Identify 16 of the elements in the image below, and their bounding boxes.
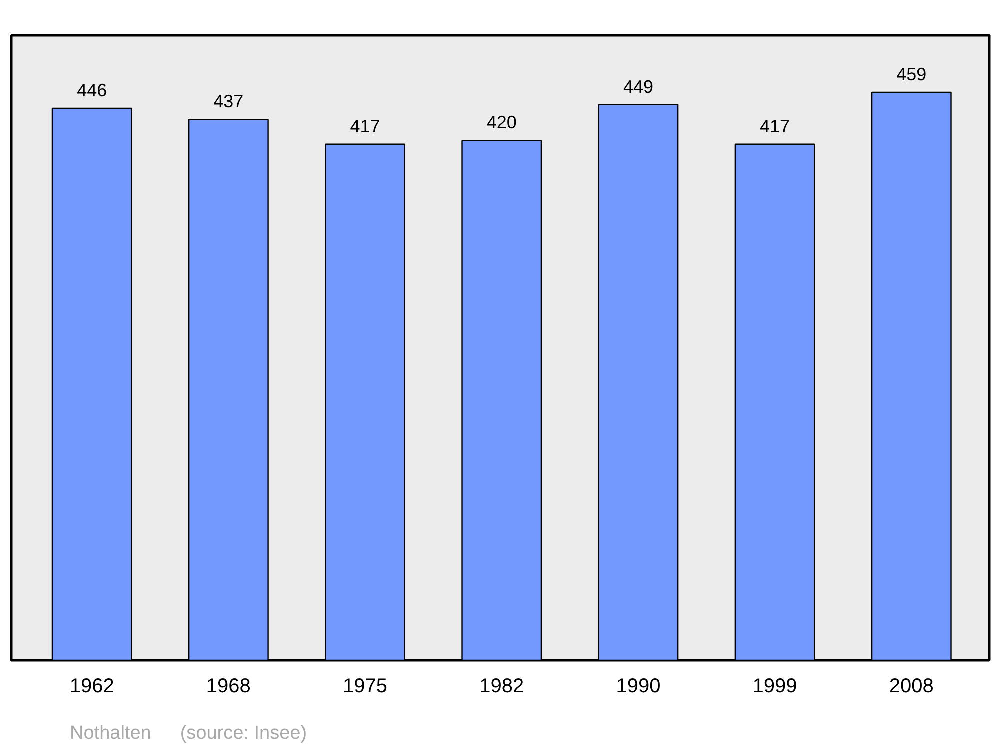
data-label: 459: [896, 64, 927, 84]
x-tick-label: 2008: [889, 676, 934, 698]
x-tick-label: 1990: [616, 676, 661, 698]
x-tick-label: 1975: [343, 676, 388, 698]
text: Nothalten: [70, 722, 152, 746]
data-label: 417: [760, 116, 790, 136]
data-label: 437: [214, 92, 244, 112]
data-label: 417: [350, 116, 380, 136]
text: (source: Insee): [180, 722, 308, 746]
x-tick-label: 1982: [480, 676, 524, 698]
x-tick-label: 1968: [206, 676, 251, 698]
data-label: 446: [77, 80, 108, 101]
data-label: 420: [486, 112, 517, 133]
x-tick-label: 1962: [70, 676, 114, 698]
x-tick-label: 1999: [752, 676, 798, 698]
data-label: 449: [623, 76, 654, 97]
